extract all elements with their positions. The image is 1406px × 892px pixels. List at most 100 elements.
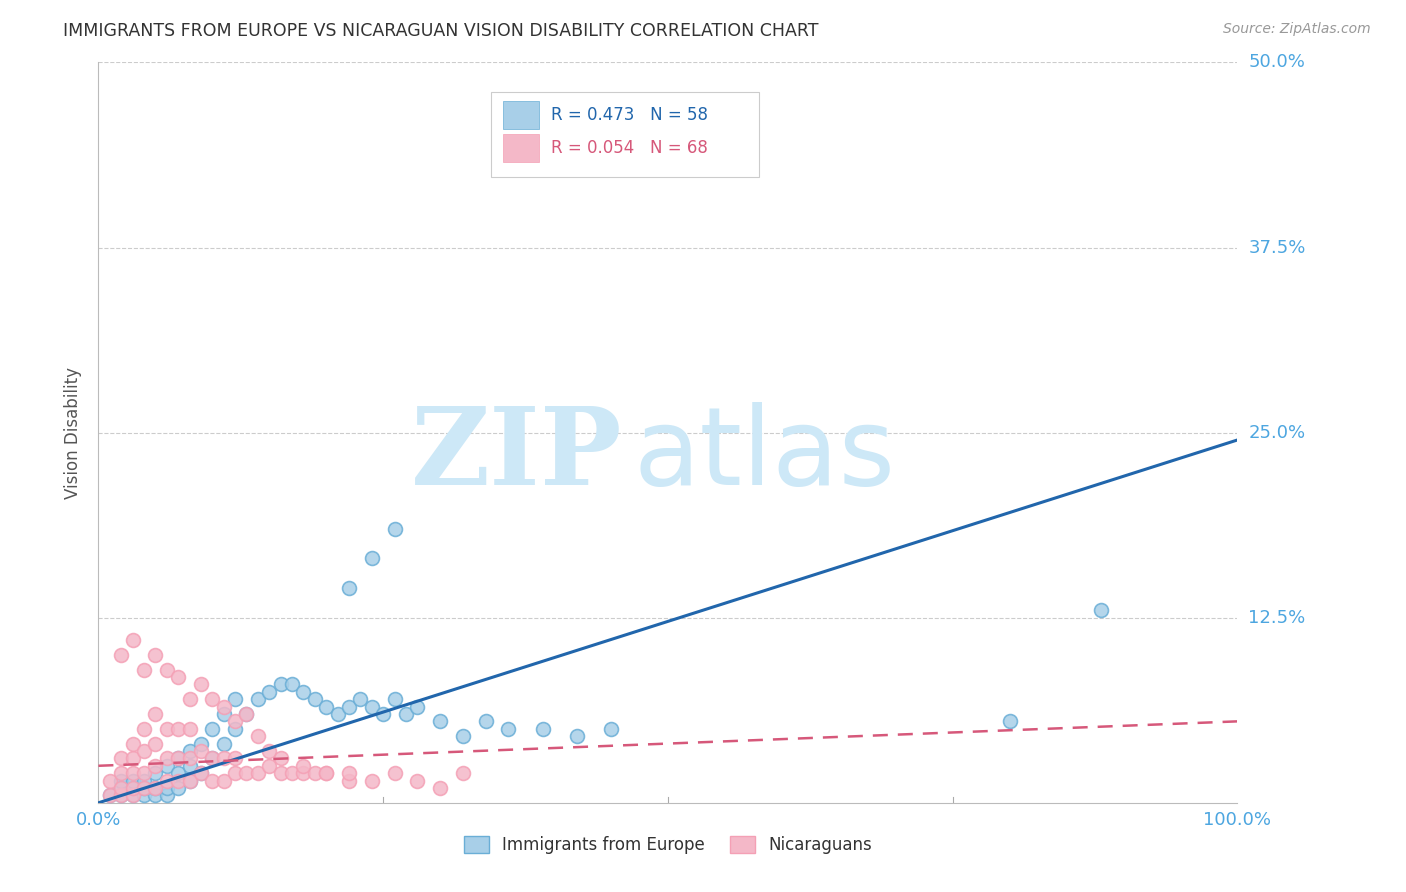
- Point: [110, 751, 132, 765]
- Point: [156, 773, 179, 788]
- Point: [145, 737, 167, 751]
- Point: [179, 773, 201, 788]
- Point: [201, 751, 224, 765]
- Point: [304, 766, 326, 780]
- Text: ZIP: ZIP: [411, 401, 623, 508]
- Point: [167, 773, 190, 788]
- Point: [145, 648, 167, 662]
- Point: [304, 692, 326, 706]
- Point: [201, 751, 224, 765]
- Point: [121, 737, 143, 751]
- Point: [132, 744, 155, 758]
- Point: [121, 789, 143, 803]
- Point: [498, 722, 520, 736]
- Point: [212, 751, 235, 765]
- Point: [121, 789, 143, 803]
- Point: [179, 744, 201, 758]
- Point: [190, 737, 212, 751]
- Point: [190, 766, 212, 780]
- Point: [121, 751, 143, 765]
- FancyBboxPatch shape: [503, 135, 538, 162]
- Point: [167, 751, 190, 765]
- Point: [179, 722, 201, 736]
- Point: [179, 758, 201, 772]
- Point: [110, 789, 132, 803]
- Point: [337, 773, 360, 788]
- Point: [167, 780, 190, 795]
- Point: [360, 773, 382, 788]
- Y-axis label: Vision Disability: Vision Disability: [65, 367, 83, 499]
- Text: IMMIGRANTS FROM EUROPE VS NICARAGUAN VISION DISABILITY CORRELATION CHART: IMMIGRANTS FROM EUROPE VS NICARAGUAN VIS…: [63, 22, 818, 40]
- Point: [167, 722, 190, 736]
- Point: [270, 677, 292, 691]
- Point: [156, 751, 179, 765]
- Point: [156, 663, 179, 677]
- Point: [235, 706, 257, 721]
- Point: [145, 789, 167, 803]
- Point: [1090, 603, 1112, 617]
- Point: [212, 706, 235, 721]
- Point: [121, 780, 143, 795]
- Point: [110, 773, 132, 788]
- Point: [224, 692, 246, 706]
- Point: [281, 677, 304, 691]
- Point: [132, 722, 155, 736]
- Point: [110, 780, 132, 795]
- Point: [145, 766, 167, 780]
- Point: [451, 766, 474, 780]
- Point: [337, 766, 360, 780]
- Point: [360, 699, 382, 714]
- Point: [326, 706, 349, 721]
- Point: [371, 706, 394, 721]
- Point: [132, 663, 155, 677]
- Point: [167, 751, 190, 765]
- Point: [132, 780, 155, 795]
- Point: [998, 714, 1021, 729]
- Point: [246, 729, 269, 743]
- Point: [246, 692, 269, 706]
- Point: [259, 758, 281, 772]
- Point: [212, 699, 235, 714]
- FancyBboxPatch shape: [503, 101, 538, 129]
- Point: [429, 780, 451, 795]
- Text: atlas: atlas: [634, 401, 896, 508]
- Point: [395, 706, 418, 721]
- Point: [259, 685, 281, 699]
- Text: 25.0%: 25.0%: [1249, 424, 1306, 442]
- Point: [224, 722, 246, 736]
- Point: [132, 773, 155, 788]
- Point: [281, 766, 304, 780]
- Point: [132, 766, 155, 780]
- Point: [98, 773, 121, 788]
- Point: [337, 581, 360, 595]
- Text: Source: ZipAtlas.com: Source: ZipAtlas.com: [1223, 22, 1371, 37]
- Point: [145, 780, 167, 795]
- Point: [156, 722, 179, 736]
- Point: [235, 706, 257, 721]
- Point: [406, 699, 429, 714]
- Point: [121, 766, 143, 780]
- Point: [600, 722, 623, 736]
- Point: [179, 692, 201, 706]
- Point: [110, 780, 132, 795]
- Point: [167, 670, 190, 684]
- Point: [224, 714, 246, 729]
- Point: [270, 766, 292, 780]
- Text: R = 0.054   N = 68: R = 0.054 N = 68: [551, 139, 707, 157]
- Point: [451, 729, 474, 743]
- Point: [190, 677, 212, 691]
- Point: [201, 722, 224, 736]
- Point: [132, 780, 155, 795]
- Point: [292, 758, 315, 772]
- Point: [224, 751, 246, 765]
- FancyBboxPatch shape: [491, 92, 759, 178]
- Point: [292, 766, 315, 780]
- Point: [292, 685, 315, 699]
- Point: [98, 789, 121, 803]
- Point: [145, 706, 167, 721]
- Point: [98, 789, 121, 803]
- Point: [315, 766, 337, 780]
- Point: [235, 766, 257, 780]
- Text: R = 0.473   N = 58: R = 0.473 N = 58: [551, 106, 707, 124]
- Point: [110, 648, 132, 662]
